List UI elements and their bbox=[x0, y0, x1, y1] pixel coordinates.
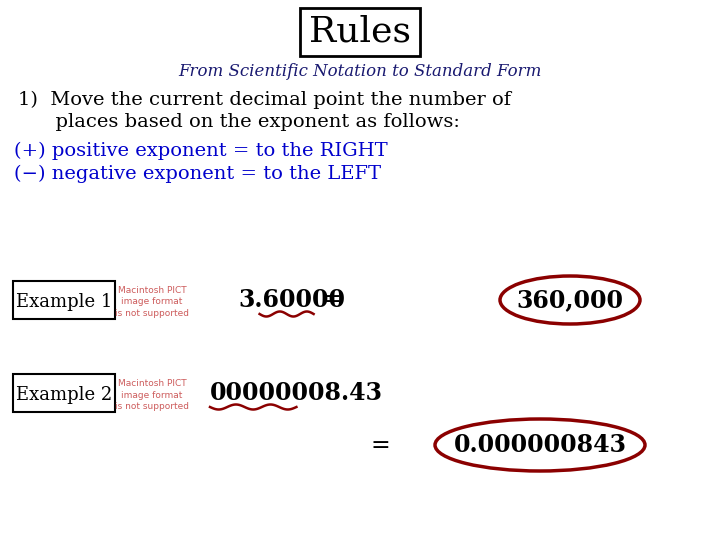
FancyBboxPatch shape bbox=[13, 281, 115, 319]
Text: (+) positive exponent = to the RIGHT: (+) positive exponent = to the RIGHT bbox=[14, 142, 388, 160]
Text: 1)  Move the current decimal point the number of: 1) Move the current decimal point the nu… bbox=[18, 91, 511, 109]
Text: Macintosh PICT
image format
is not supported: Macintosh PICT image format is not suppo… bbox=[115, 286, 189, 318]
Text: Example 1: Example 1 bbox=[16, 293, 112, 311]
Text: 00000008.43: 00000008.43 bbox=[210, 381, 383, 405]
FancyBboxPatch shape bbox=[13, 374, 115, 412]
Text: 0.000000843: 0.000000843 bbox=[454, 433, 626, 457]
Text: From Scientific Notation to Standard Form: From Scientific Notation to Standard For… bbox=[179, 64, 541, 80]
Text: places based on the exponent as follows:: places based on the exponent as follows: bbox=[18, 113, 460, 131]
Text: Rules: Rules bbox=[309, 15, 411, 49]
Text: =: = bbox=[370, 434, 390, 456]
Text: Macintosh PICT
image format
is not supported: Macintosh PICT image format is not suppo… bbox=[115, 380, 189, 410]
Text: =: = bbox=[322, 288, 341, 312]
Text: 3.60000: 3.60000 bbox=[238, 288, 345, 312]
Text: Example 2: Example 2 bbox=[16, 386, 112, 404]
Text: 360,000: 360,000 bbox=[516, 288, 624, 312]
Text: (−) negative exponent = to the LEFT: (−) negative exponent = to the LEFT bbox=[14, 165, 381, 183]
FancyBboxPatch shape bbox=[300, 8, 420, 56]
